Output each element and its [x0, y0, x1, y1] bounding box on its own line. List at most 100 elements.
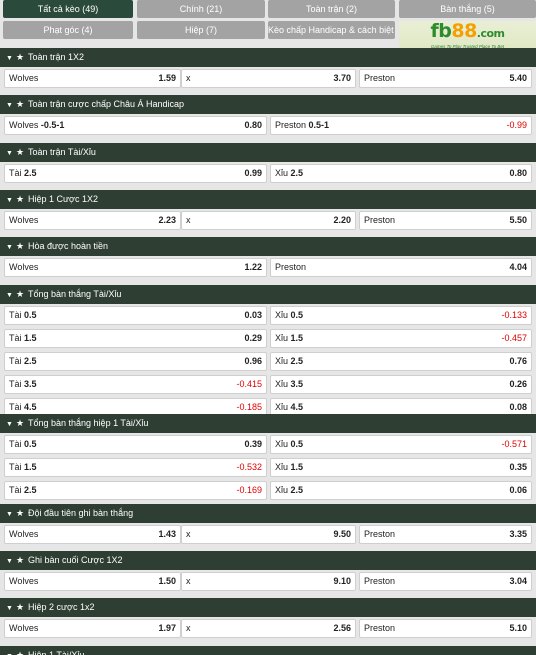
selection-label: Tài 2.5 [9, 168, 37, 178]
odds-value: 1.97 [158, 623, 176, 633]
section-header[interactable]: ▼ ★ Toàn trận 1X2 [0, 48, 536, 67]
selection-label: Preston [275, 262, 307, 272]
selection-label: Preston [364, 576, 396, 586]
odds-cell[interactable]: Tài 2.5 0.96 [4, 352, 267, 371]
odds-value: 0.03 [244, 310, 262, 320]
section-header[interactable]: ▼ ★ Toàn trận cược chấp Châu Á Handicap [0, 95, 536, 114]
selection-label: Xỉu 0.5 [275, 310, 304, 320]
odds-cell[interactable]: Preston 4.04 [270, 258, 532, 277]
odds-cell[interactable]: x 9.10 [181, 572, 356, 591]
handicap-line: 0.5-1 [308, 120, 330, 130]
odds-cell[interactable]: Preston 5.10 [359, 619, 532, 638]
selection-label: Wolves [9, 262, 39, 272]
tab-half[interactable]: Hiệp (7) [137, 21, 265, 39]
odds-cell[interactable]: Xỉu 1.5 0.35 [270, 458, 532, 477]
odds-cell[interactable]: Tài 1.5 0.29 [4, 329, 267, 348]
tab-all[interactable]: Tất cả kèo (49) [3, 0, 133, 18]
tab-full-match[interactable]: Toàn trận (2) [268, 0, 395, 18]
odds-cell[interactable]: Xỉu 0.5 -0.133 [270, 306, 532, 325]
market-section: ▼ ★ Đội đầu tiên ghi bàn thắng Wolves 1.43 x 9… [0, 504, 536, 546]
odds-cell[interactable]: Wolves 1.22 [4, 258, 267, 277]
section-header[interactable]: ▼★Hiệp 1 Tài/Xỉu [0, 646, 536, 655]
section-header[interactable]: ▼ ★ Hiệp 2 cược 1x2 [0, 598, 536, 617]
chevron-down-icon[interactable]: ▼ [6, 244, 13, 251]
star-icon[interactable]: ★ [16, 418, 25, 428]
odds-cell[interactable]: Wolves 1.50 [4, 572, 181, 591]
odds-cell[interactable]: Preston 0.5-1 -0.99 [270, 116, 532, 135]
odds-cell[interactable]: Tài 1.5 -0.532 [4, 458, 267, 477]
section-title: Toàn trận Tài/Xỉu [28, 147, 96, 157]
chevron-down-icon[interactable]: ▼ [6, 55, 13, 62]
odds-cell[interactable]: Preston 3.04 [359, 572, 532, 591]
chevron-down-icon[interactable]: ▼ [6, 605, 13, 612]
odds-cell[interactable]: Xỉu 2.5 0.06 [270, 481, 532, 500]
chevron-down-icon[interactable]: ▼ [6, 421, 13, 428]
handicap-line: 1.5 [24, 333, 37, 343]
tab-corners[interactable]: Phạt góc (4) [3, 21, 133, 39]
chevron-down-icon[interactable]: ▼ [6, 647, 16, 655]
chevron-down-icon[interactable]: ▼ [6, 102, 13, 109]
odds-cell[interactable]: x 3.70 [181, 69, 356, 88]
section-header[interactable]: ▼ ★ Hòa được hoàn tiền [0, 237, 536, 256]
chevron-down-icon[interactable]: ▼ [6, 511, 13, 518]
section-header[interactable]: ▼ ★ Tổng bàn thắng Tài/Xỉu [0, 285, 536, 304]
chevron-down-icon[interactable]: ▼ [6, 558, 13, 565]
fb88-logo[interactable]: fb88.com Games To Play Trusted Place To … [399, 21, 536, 50]
odds-cell[interactable]: Tài 2.5 0.99 [4, 164, 267, 183]
star-icon[interactable]: ★ [16, 289, 25, 299]
tab-goals[interactable]: Bàn thắng (5) [399, 0, 536, 18]
chevron-down-icon[interactable]: ▼ [6, 292, 13, 299]
odds-cell[interactable]: Xỉu 2.5 0.80 [270, 164, 532, 183]
section-header[interactable]: ▼ ★ Toàn trận Tài/Xỉu [0, 143, 536, 162]
star-icon[interactable]: ★ [16, 52, 25, 62]
chevron-down-icon[interactable]: ▼ [6, 197, 13, 204]
odds-cell[interactable]: Tài 2.5 -0.169 [4, 481, 267, 500]
handicap-line: 0.5 [24, 439, 37, 449]
odds-cell[interactable]: Preston 3.35 [359, 525, 532, 544]
star-icon[interactable]: ★ [16, 602, 25, 612]
odds-value: 3.35 [509, 529, 527, 539]
star-icon[interactable]: ★ [16, 508, 25, 518]
chevron-down-icon[interactable]: ▼ [6, 150, 13, 157]
odds-cell[interactable]: Wolves 1.59 [4, 69, 181, 88]
section-header[interactable]: ▼ ★ Ghi bàn cuối Cược 1X2 [0, 551, 536, 570]
odds-value: -0.532 [236, 462, 262, 472]
odds-cell[interactable]: x 2.20 [181, 211, 356, 230]
selection-label: Xỉu 4.5 [275, 402, 304, 412]
odds-cell[interactable]: Preston 5.40 [359, 69, 532, 88]
odds-cell[interactable]: Wolves -0.5-1 0.80 [4, 116, 267, 135]
odds-cell[interactable]: Xỉu 2.5 0.76 [270, 352, 532, 371]
odds-cell[interactable]: Xỉu 3.5 0.26 [270, 375, 532, 394]
section-header[interactable]: ▼ ★ Hiệp 1 Cược 1X2 [0, 190, 536, 209]
tab-handicap[interactable]: Kèo chấp Handicap & cách biệt (1) [268, 21, 395, 39]
market-section: ▼ ★ Toàn trận cược chấp Châu Á Handicap Wol… [0, 95, 536, 137]
star-icon[interactable]: ★ [16, 147, 25, 157]
odds-cell[interactable]: x 2.56 [181, 619, 356, 638]
tab-main[interactable]: Chính (21) [137, 0, 265, 18]
star-icon[interactable]: ★ [16, 555, 25, 565]
star-icon[interactable]: ★ [16, 194, 25, 204]
odds-value: 0.99 [244, 168, 262, 178]
odds-cell[interactable]: Tài 3.5 -0.415 [4, 375, 267, 394]
section-header[interactable]: ▼ ★ Đội đầu tiên ghi bàn thắng [0, 504, 536, 523]
section-title: Hòa được hoàn tiền [28, 241, 108, 251]
odds-value: 0.06 [509, 485, 527, 495]
star-icon[interactable]: ★ [16, 99, 25, 109]
odds-cell[interactable]: Preston 5.50 [359, 211, 532, 230]
odds-cell[interactable]: Tài 0.5 0.03 [4, 306, 267, 325]
selection-label: Preston [364, 529, 396, 539]
odds-cell[interactable]: Xỉu 0.5 -0.571 [270, 435, 532, 454]
selection-label: Tài 3.5 [9, 379, 37, 389]
odds-cell[interactable]: Wolves 1.43 [4, 525, 181, 544]
odds-cell[interactable]: x 9.50 [181, 525, 356, 544]
odds-cell[interactable]: Wolves 1.97 [4, 619, 181, 638]
section-header[interactable]: ▼ ★ Tổng bàn thắng hiệp 1 Tài/Xỉu [0, 414, 536, 433]
star-icon[interactable]: ★ [16, 241, 25, 251]
market-section: ▼ ★ Tổng bàn thắng Tài/Xỉu Tài 0.5 0.03 Xỉu 0… [0, 285, 536, 419]
odds-cell[interactable]: Tài 0.5 0.39 [4, 435, 267, 454]
handicap-line: 1.5 [290, 462, 304, 472]
odds-cell[interactable]: Xỉu 1.5 -0.457 [270, 329, 532, 348]
star-icon[interactable]: ★ [16, 650, 25, 655]
odds-cell[interactable]: Wolves 2.23 [4, 211, 181, 230]
selection-label: Tài 1.5 [9, 333, 37, 343]
